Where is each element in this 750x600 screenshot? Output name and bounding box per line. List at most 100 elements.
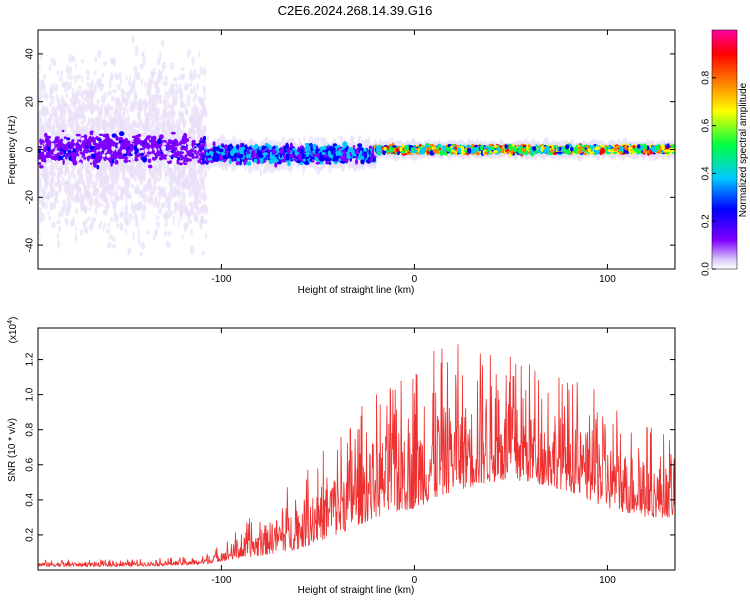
heatmap-cell: [243, 158, 247, 166]
heatmap-cell: [89, 145, 95, 149]
heatmap-cell: [101, 153, 106, 158]
heatmap-cell: [291, 137, 295, 143]
spectrogram-heatmap: [38, 36, 675, 257]
heatmap-cell: [75, 133, 81, 137]
heatmap-cell: [252, 163, 256, 172]
heatmap-cell: [86, 82, 90, 87]
heatmap-cell: [76, 73, 81, 80]
heatmap-cell: [108, 191, 114, 198]
heatmap-cell: [68, 81, 72, 89]
heatmap-cell: [93, 217, 96, 223]
heatmap-cell: [84, 204, 88, 214]
heatmap-cell: [115, 178, 119, 186]
heatmap-cell: [111, 244, 117, 249]
heatmap-cell: [175, 82, 179, 91]
heatmap-cell: [124, 156, 128, 163]
heatmap-cell: [197, 159, 202, 164]
heatmap-cell: [86, 74, 90, 81]
heatmap-cell: [188, 180, 192, 190]
heatmap-cell: [151, 174, 156, 180]
heatmap-cell: [85, 228, 88, 233]
heatmap-cell: [107, 221, 111, 229]
heatmap-cell: [68, 172, 71, 182]
heatmap-cell: [155, 166, 159, 173]
heatmap-cell: [38, 179, 41, 187]
heatmap-cell: [183, 137, 190, 143]
heatmap-cell: [159, 50, 162, 61]
heatmap-cell: [312, 150, 316, 153]
heatmap-cell: [101, 144, 105, 150]
heatmap-cell: [77, 85, 82, 90]
heatmap-cell: [165, 241, 170, 246]
heatmap-cell: [44, 90, 47, 97]
heatmap-cell: [141, 211, 145, 221]
heatmap-cell: [67, 72, 70, 80]
heatmap-cell: [58, 155, 64, 161]
heatmap-cell: [51, 221, 56, 229]
heatmap-cell: [91, 118, 94, 126]
heatmap-cell: [183, 224, 188, 233]
heatmap-cell: [179, 154, 183, 158]
heatmap-cell: [82, 149, 86, 155]
heatmap-cell: [200, 66, 203, 76]
heatmap-cell: [111, 237, 116, 242]
heatmap-cell: [167, 144, 172, 151]
heatmap-cell: [105, 229, 111, 234]
heatmap-cell: [203, 191, 207, 201]
heatmap-cell: [228, 158, 232, 165]
heatmap-cell: [352, 145, 356, 148]
heatmap-cell: [198, 50, 201, 57]
heatmap-cell: [38, 145, 43, 149]
heatmap-cell: [147, 176, 152, 184]
heatmap-cell: [170, 210, 174, 215]
heatmap-cell: [190, 228, 193, 236]
heatmap-cell: [56, 232, 59, 239]
heatmap-cell: [186, 102, 191, 107]
heatmap-cell: [189, 127, 193, 135]
heatmap-cell: [129, 122, 133, 130]
heatmap-cell: [163, 230, 168, 238]
heatmap-cell: [125, 190, 128, 199]
heatmap-cell: [204, 95, 207, 101]
heatmap-cell: [94, 186, 99, 195]
heatmap-cell: [183, 121, 186, 131]
heatmap-cell: [140, 52, 143, 57]
heatmap-cell: [125, 197, 128, 204]
heatmap-cell: [58, 226, 62, 233]
heatmap-cell: [164, 221, 168, 227]
heatmap-cell: [140, 78, 144, 85]
heatmap-cell: [41, 93, 45, 98]
heatmap-cell: [59, 187, 62, 194]
heatmap-cell: [197, 95, 201, 104]
heatmap-cell: [96, 98, 100, 104]
heatmap-cell: [142, 56, 146, 66]
heatmap-cell: [79, 144, 83, 148]
heatmap-cell: [126, 149, 131, 155]
heatmap-cell: [79, 151, 84, 155]
heatmap-cell: [264, 137, 269, 144]
heatmap-cell: [73, 128, 77, 136]
heatmap-cell: [135, 220, 140, 229]
heatmap-cell: [85, 91, 88, 101]
heatmap-cell: [285, 156, 290, 161]
heatmap-cell: [206, 135, 209, 141]
heatmap-cell: [72, 216, 75, 225]
heatmap-cell: [77, 99, 82, 104]
heatmap-cell: [168, 168, 173, 174]
heatmap-cell: [92, 142, 97, 146]
heatmap-cell: [109, 117, 114, 127]
heatmap-cell: [52, 172, 57, 177]
heatmap-cell: [132, 121, 136, 130]
heatmap-cell: [152, 236, 156, 241]
heatmap-cell: [230, 149, 235, 156]
heatmap-cell: [50, 152, 54, 155]
heatmap-cell: [138, 237, 141, 247]
heatmap-cell: [365, 138, 369, 146]
heatmap-cell: [131, 104, 135, 109]
heatmap-cell: [127, 247, 132, 253]
heatmap-cell: [137, 110, 141, 121]
heatmap-cell: [359, 150, 363, 156]
heatmap-cell: [49, 201, 54, 209]
heatmap-cell: [133, 139, 139, 145]
heatmap-cell: [98, 224, 102, 230]
